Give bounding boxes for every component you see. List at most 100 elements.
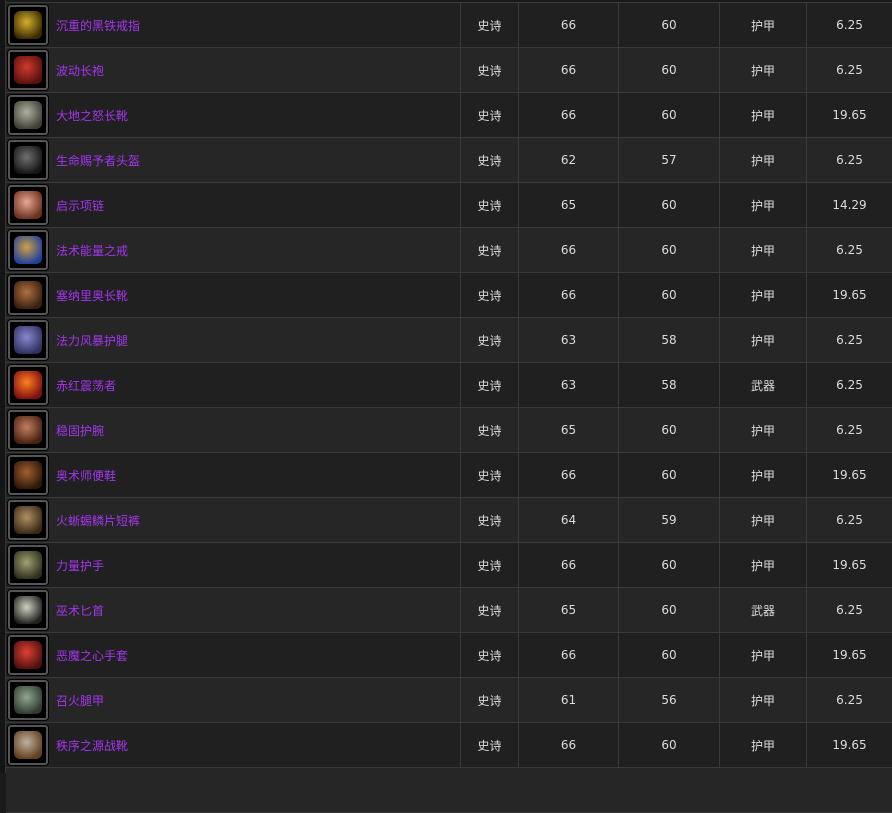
table-row[interactable]: 力量护手 史诗 66 60 护甲 19.65 [6, 543, 892, 588]
item-name-link[interactable]: 巫术匕首 [56, 603, 105, 618]
table-row[interactable]: 火蜥蜴鳞片短裤 史诗 64 59 护甲 6.25 [6, 498, 892, 543]
slot-text: 护甲 [750, 63, 775, 78]
value-cell: 6.25 [807, 588, 892, 632]
dagger-icon[interactable] [8, 590, 48, 630]
slot-cell: 武器 [720, 588, 807, 632]
slot-text: 护甲 [750, 288, 775, 303]
quality-cell: 史诗 [461, 633, 519, 677]
table-row[interactable]: 稳固护腕 史诗 65 60 护甲 6.25 [6, 408, 892, 453]
item-name-link[interactable]: 生命赐予者头盔 [56, 153, 141, 168]
item-level-cell: 63 [519, 363, 619, 407]
bracer-icon[interactable] [8, 410, 48, 450]
item-level-text: 63 [560, 333, 577, 347]
ring-icon[interactable] [8, 5, 48, 45]
item-name-link[interactable]: 法术能量之戒 [56, 243, 129, 258]
table-row[interactable]: 波动长袍 史诗 66 60 护甲 6.25 [6, 48, 892, 93]
item-name-link[interactable]: 恶魔之心手套 [56, 648, 129, 663]
required-level-cell: 60 [619, 543, 720, 587]
required-level-text: 57 [661, 153, 677, 167]
quality-text: 史诗 [477, 378, 502, 393]
item-name-link[interactable]: 塞纳里奥长靴 [56, 288, 129, 303]
quality-text: 史诗 [477, 603, 502, 618]
item-name-link[interactable]: 火蜥蜴鳞片短裤 [56, 513, 141, 528]
quality-text: 史诗 [477, 18, 502, 33]
value-cell: 19.65 [807, 453, 892, 497]
item-level-cell: 66 [519, 723, 619, 767]
table-row[interactable]: 巫术匕首 史诗 65 60 武器 6.25 [6, 588, 892, 633]
item-level-text: 65 [560, 198, 577, 212]
necklace-icon[interactable] [8, 185, 48, 225]
item-name-link[interactable]: 大地之怒长靴 [56, 108, 129, 123]
required-level-text: 56 [661, 693, 677, 707]
table-row[interactable]: 赤红震荡者 史诗 63 58 武器 6.25 [6, 363, 892, 408]
item-level-text: 66 [560, 243, 577, 257]
quality-text: 史诗 [477, 693, 502, 708]
table-row[interactable]: 法力风暴护腿 史诗 63 58 护甲 6.25 [6, 318, 892, 363]
value-text: 19.65 [832, 648, 867, 662]
table-row[interactable]: 启示项链 史诗 65 60 护甲 14.29 [6, 183, 892, 228]
quality-text: 史诗 [477, 648, 502, 663]
table-row[interactable]: 生命赐予者头盔 史诗 62 57 护甲 6.25 [6, 138, 892, 183]
helmet-icon[interactable] [8, 140, 48, 180]
item-name-link[interactable]: 启示项链 [56, 198, 105, 213]
boots-icon[interactable] [8, 275, 48, 315]
slot-text: 护甲 [750, 738, 775, 753]
table-row[interactable]: 法术能量之戒 史诗 66 60 护甲 6.25 [6, 228, 892, 273]
value-cell: 6.25 [807, 138, 892, 182]
gloves-icon[interactable] [8, 635, 48, 675]
item-level-cell: 66 [519, 273, 619, 317]
item-name-link[interactable]: 召火腿甲 [56, 693, 105, 708]
quality-cell: 史诗 [461, 408, 519, 452]
ring-icon[interactable] [8, 230, 48, 270]
quality-text: 史诗 [477, 108, 502, 123]
item-level-text: 66 [560, 18, 577, 32]
table-row[interactable]: 塞纳里奥长靴 史诗 66 60 护甲 19.65 [6, 273, 892, 318]
weapon-icon[interactable] [8, 365, 48, 405]
value-text: 19.65 [832, 558, 867, 572]
value-text: 6.25 [836, 333, 863, 347]
gauntlets-icon[interactable] [8, 545, 48, 585]
table-row[interactable]: 恶魔之心手套 史诗 66 60 护甲 19.65 [6, 633, 892, 678]
item-name-link[interactable]: 波动长袍 [56, 63, 105, 78]
name-cell: 召火腿甲 [6, 678, 461, 722]
quality-cell: 史诗 [461, 723, 519, 767]
table-row[interactable]: 沉重的黑铁戒指 史诗 66 60 护甲 6.25 [6, 3, 892, 48]
table-row[interactable]: 召火腿甲 史诗 61 56 护甲 6.25 [6, 678, 892, 723]
item-level-text: 65 [560, 603, 577, 617]
boots-icon[interactable] [8, 95, 48, 135]
value-cell: 19.65 [807, 93, 892, 137]
table-row[interactable]: 秩序之源战靴 史诗 66 60 护甲 19.65 [6, 723, 892, 768]
name-cell: 巫术匕首 [6, 588, 461, 632]
item-name-link[interactable]: 奥术师便鞋 [56, 468, 117, 483]
robe-icon[interactable] [8, 50, 48, 90]
item-level-text: 66 [560, 63, 577, 77]
item-level-text: 64 [560, 513, 577, 527]
required-level-text: 60 [661, 648, 677, 662]
quality-cell: 史诗 [461, 138, 519, 182]
item-level-cell: 65 [519, 183, 619, 227]
quality-cell: 史诗 [461, 498, 519, 542]
item-name-link[interactable]: 赤红震荡者 [56, 378, 117, 393]
item-name-link[interactable]: 力量护手 [56, 558, 105, 573]
table-row[interactable]: 大地之怒长靴 史诗 66 60 护甲 19.65 [6, 93, 892, 138]
value-cell: 19.65 [807, 273, 892, 317]
leggings-icon[interactable] [8, 500, 48, 540]
quality-text: 史诗 [477, 558, 502, 573]
required-level-cell: 58 [619, 363, 720, 407]
quality-cell: 史诗 [461, 183, 519, 227]
item-name-link[interactable]: 秩序之源战靴 [56, 738, 129, 753]
item-name-link[interactable]: 沉重的黑铁戒指 [56, 18, 141, 33]
item-name-link[interactable]: 稳固护腕 [56, 423, 105, 438]
table-row[interactable]: 奥术师便鞋 史诗 66 60 护甲 19.65 [6, 453, 892, 498]
quality-cell: 史诗 [461, 543, 519, 587]
leggings-icon[interactable] [8, 320, 48, 360]
item-level-text: 66 [560, 468, 577, 482]
item-name-link[interactable]: 法力风暴护腿 [56, 333, 129, 348]
required-level-cell: 60 [619, 408, 720, 452]
item-level-text: 63 [560, 378, 577, 392]
quality-text: 史诗 [477, 468, 502, 483]
required-level-cell: 60 [619, 48, 720, 92]
boots-icon[interactable] [8, 455, 48, 495]
boots-icon[interactable] [8, 725, 48, 765]
leggings-icon[interactable] [8, 680, 48, 720]
